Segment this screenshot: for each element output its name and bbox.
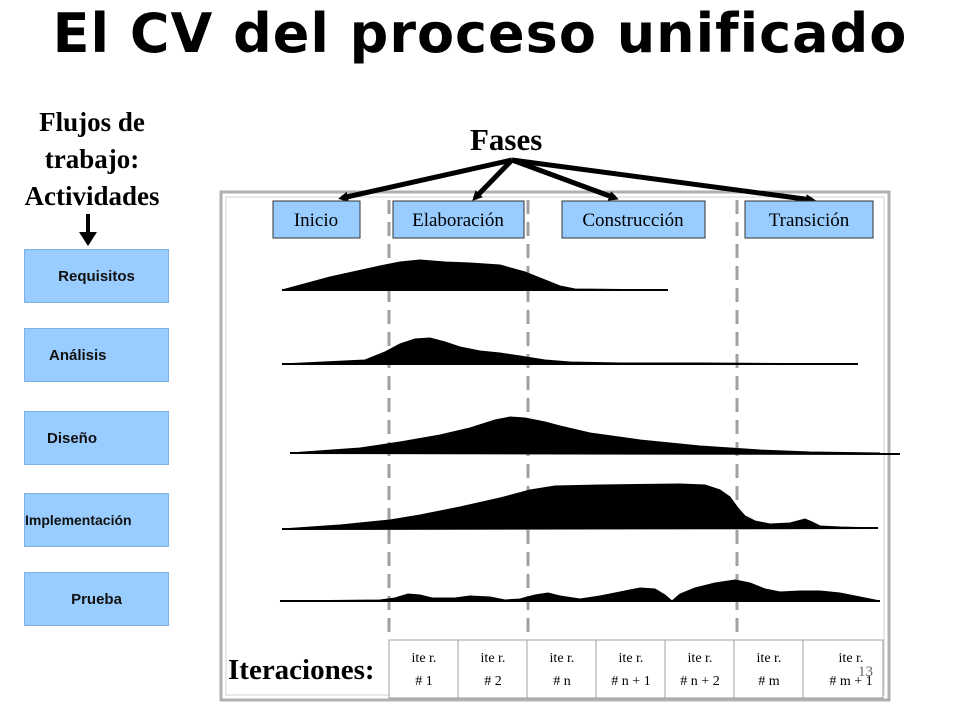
phase-arrow-construccion	[511, 157, 619, 201]
workflows-heading-line-3: Actividades	[24, 181, 160, 211]
iteration-row: ite r. # 1 ite r. # 2 ite r. # n ite r. …	[388, 639, 884, 699]
iteration-top-label: ite r.	[757, 651, 782, 666]
phase-label-elaboracion: Elaboración	[412, 210, 504, 231]
iteration-bottom-label: # 2	[484, 674, 502, 689]
workflow-label-analisis: Análisis	[49, 346, 107, 364]
slide-title: El CV del proceso unificado	[52, 2, 908, 65]
iteration-box	[457, 639, 528, 699]
iteration-bottom-label: # 1	[415, 674, 433, 689]
iteration-bottom-label: # m	[758, 674, 780, 689]
phase-arrow-inicio	[338, 157, 513, 202]
workflow-label-requisitos: Requisitos	[58, 267, 135, 285]
iteration-top-label: ite r.	[619, 651, 644, 666]
iteration-bottom-label: # m + 1	[829, 674, 872, 689]
phase-box-elaboracion	[392, 200, 525, 239]
iteration-box	[733, 639, 804, 699]
workflows-down-arrowhead	[79, 232, 97, 246]
workflow-label-implementacion: Implementación	[25, 512, 132, 528]
phase-boxes: Inicio Elaboración Construcción Transici…	[272, 200, 874, 239]
effort-curve-analisis	[281, 337, 859, 365]
iteration-box	[664, 639, 735, 699]
phase-box-inicio	[272, 200, 361, 239]
effort-curve-diseno	[289, 416, 881, 454]
phase-arrow-transicion	[511, 157, 816, 205]
iterations-label: Iteraciones:	[228, 654, 375, 686]
workflows-heading: Flujos de trabajo: Actividades	[8, 104, 176, 215]
workflow-box-requisitos: Requisitos	[24, 249, 169, 303]
iteration-top-label: ite r.	[412, 651, 437, 666]
iteration-top-label: ite r.	[550, 651, 575, 666]
phase-box-transicion	[744, 200, 874, 239]
workflow-box-prueba: Prueba	[24, 572, 169, 626]
iteration-top-label: ite r.	[481, 651, 506, 666]
phase-box-construccion	[561, 200, 706, 239]
effort-curve-prueba	[279, 579, 881, 602]
workflow-box-diseno: Diseño	[24, 411, 169, 465]
iteration-box	[595, 639, 666, 699]
workflows-heading-line-1: Flujos de	[39, 107, 145, 137]
iteration-box	[388, 639, 459, 699]
iteration-bottom-label: # n	[553, 674, 571, 689]
workflows-heading-line-2: trabajo:	[44, 144, 140, 174]
iteration-bottom-label: # n + 1	[611, 674, 650, 689]
phase-label-inicio: Inicio	[294, 210, 338, 231]
iteration-box	[802, 639, 884, 699]
page-number: 13	[858, 664, 873, 680]
effort-curve-implementacion	[281, 483, 879, 530]
workflow-box-implementacion: Implementación	[24, 493, 169, 547]
phase-arrow-elaboracion	[472, 158, 514, 201]
workflow-label-prueba: Prueba	[71, 590, 122, 608]
phases-heading: Fases	[470, 122, 543, 157]
iteration-top-label: ite r.	[688, 651, 713, 666]
iteration-bottom-label: # n + 2	[680, 674, 719, 689]
phase-label-transicion: Transición	[769, 210, 850, 231]
workflow-label-diseno: Diseño	[47, 429, 98, 447]
iteration-top-label: ite r.	[839, 651, 864, 666]
phase-label-construccion: Construcción	[582, 210, 684, 231]
effort-curve-requisitos	[281, 259, 669, 291]
workflow-box-analisis: Análisis	[24, 328, 169, 382]
iteration-box	[526, 639, 597, 699]
